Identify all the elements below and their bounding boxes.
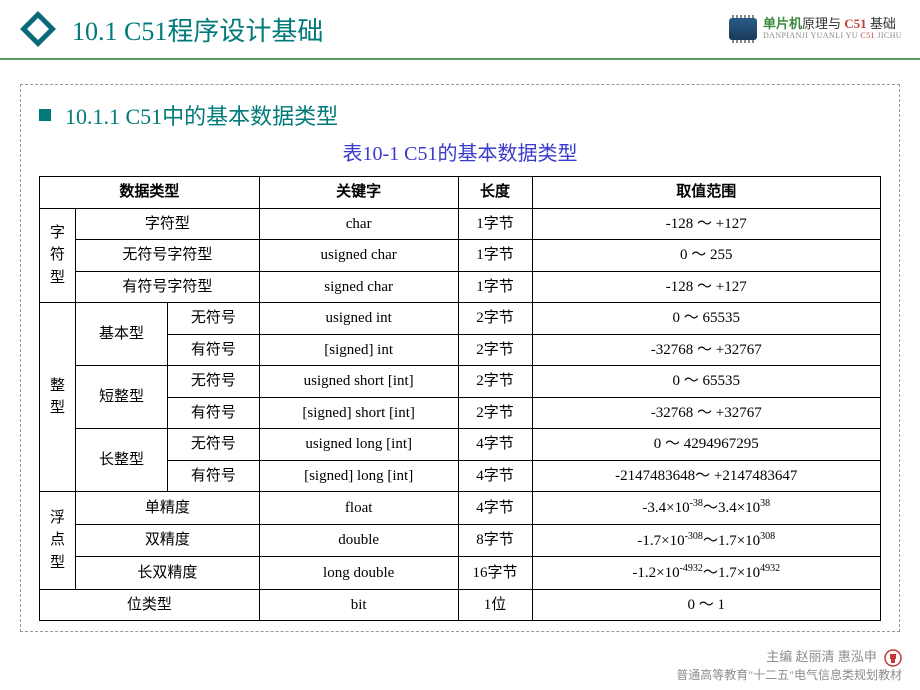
keyword-cell: usigned long [int] <box>259 429 458 461</box>
table-row: 位类型bit1位0 ～ 1 <box>40 589 881 621</box>
length-cell: 16字节 <box>458 557 532 590</box>
length-cell: 2字节 <box>458 366 532 398</box>
range-cell: -32768 ～ +32767 <box>532 397 880 429</box>
table-caption: 表10-1 C51的基本数据类型 <box>39 137 881 166</box>
diamond-logo-icon <box>18 9 58 49</box>
table-row: 字符型字符型char1字节-128 ～ +127 <box>40 208 881 240</box>
group-label: 字符型 <box>40 208 76 303</box>
table-row: 长双精度long double16字节-1.2×10-4932～1.7×1049… <box>40 557 881 590</box>
length-cell: 1字节 <box>458 208 532 240</box>
type-label: 字符型 <box>76 208 260 240</box>
type-label: 无符号字符型 <box>76 240 260 272</box>
keyword-cell: float <box>259 492 458 525</box>
keyword-cell: [signed] short [int] <box>259 397 458 429</box>
page-header: 10.1 C51程序设计基础 单片机原理与 C51 基础 DANPIANJI Y… <box>0 0 920 60</box>
brand-sub-a: DANPIANJI YUANLI YU <box>763 31 860 40</box>
subgroup-label: 长整型 <box>76 429 168 492</box>
table-row: 浮点型单精度float4字节-3.4×10-38～3.4×1038 <box>40 492 881 525</box>
brand-block: 单片机原理与 C51 基础 DANPIANJI YUANLI YU C51 JI… <box>729 17 902 40</box>
sign-label: 有符号 <box>167 334 259 366</box>
content-frame: 10.1.1 C51中的基本数据类型 表10-1 C51的基本数据类型 数据类型… <box>20 84 900 632</box>
keyword-cell: long double <box>259 557 458 590</box>
sign-label: 有符号 <box>167 460 259 492</box>
th-datatype: 数据类型 <box>40 177 260 209</box>
keyword-cell: double <box>259 524 458 557</box>
group-label: 浮点型 <box>40 492 76 590</box>
keyword-cell: usigned short [int] <box>259 366 458 398</box>
brand-sub-c: JICHU <box>875 31 902 40</box>
type-label: 有符号字符型 <box>76 271 260 303</box>
keyword-cell: signed char <box>259 271 458 303</box>
keyword-cell: char <box>259 208 458 240</box>
keyword-cell: [signed] int <box>259 334 458 366</box>
keyword-cell: usigned int <box>259 303 458 335</box>
brand-main-b: 原理与 <box>802 16 841 31</box>
type-label: 位类型 <box>40 589 260 621</box>
type-label: 双精度 <box>76 524 260 557</box>
footer-badge-icon <box>884 649 902 667</box>
length-cell: 4字节 <box>458 429 532 461</box>
range-cell: -1.7×10-308～1.7×10308 <box>532 524 880 557</box>
table-body: 字符型字符型char1字节-128 ～ +127无符号字符型usigned ch… <box>40 208 881 621</box>
sign-label: 无符号 <box>167 366 259 398</box>
range-cell: -32768 ～ +32767 <box>532 334 880 366</box>
length-cell: 1字节 <box>458 240 532 272</box>
range-cell: -128 ～ +127 <box>532 271 880 303</box>
range-cell: -2147483648～ +2147483647 <box>532 460 880 492</box>
range-cell: -128 ～ +127 <box>532 208 880 240</box>
subgroup-label: 短整型 <box>76 366 168 429</box>
sign-label: 无符号 <box>167 429 259 461</box>
brand-main-d: 基础 <box>870 16 896 31</box>
page-title: 10.1 C51程序设计基础 <box>72 11 729 48</box>
chip-icon <box>729 18 757 40</box>
length-cell: 1位 <box>458 589 532 621</box>
brand-text: 单片机原理与 C51 基础 DANPIANJI YUANLI YU C51 JI… <box>763 17 902 40</box>
table-row: 长整型无符号usigned long [int]4字节0 ～ 429496729… <box>40 429 881 461</box>
range-cell: 0 ～ 1 <box>532 589 880 621</box>
table-header-row: 数据类型 关键字 长度 取值范围 <box>40 177 881 209</box>
footer-authors: 主编 赵丽清 惠泓申 <box>766 649 877 664</box>
length-cell: 4字节 <box>458 492 532 525</box>
range-cell: 0 ～ 4294967295 <box>532 429 880 461</box>
length-cell: 2字节 <box>458 303 532 335</box>
keyword-cell: usigned char <box>259 240 458 272</box>
keyword-cell: bit <box>259 589 458 621</box>
range-cell: -1.2×10-4932～1.7×104932 <box>532 557 880 590</box>
range-cell: 0 ～ 65535 <box>532 303 880 335</box>
type-label: 单精度 <box>76 492 260 525</box>
length-cell: 4字节 <box>458 460 532 492</box>
range-cell: 0 ～ 65535 <box>532 366 880 398</box>
footer-series: 普通高等教育"十二五"电气信息类规划教材 <box>676 667 902 684</box>
length-cell: 1字节 <box>458 271 532 303</box>
brand-main-a: 单片机 <box>763 16 802 31</box>
th-range: 取值范围 <box>532 177 880 209</box>
th-keyword: 关键字 <box>259 177 458 209</box>
th-length: 长度 <box>458 177 532 209</box>
section-title: 10.1.1 C51中的基本数据类型 <box>65 99 338 131</box>
type-label: 长双精度 <box>76 557 260 590</box>
brand-main-c51: C51 <box>844 16 866 31</box>
bullet-square-icon <box>39 109 51 121</box>
table-row: 有符号字符型signed char1字节-128 ～ +127 <box>40 271 881 303</box>
subgroup-label: 基本型 <box>76 303 168 366</box>
keyword-cell: [signed] long [int] <box>259 460 458 492</box>
table-row: 无符号字符型usigned char1字节0 ～ 255 <box>40 240 881 272</box>
data-types-table: 数据类型 关键字 长度 取值范围 字符型字符型char1字节-128 ～ +12… <box>39 176 881 621</box>
section-heading: 10.1.1 C51中的基本数据类型 <box>39 99 881 131</box>
footer: 主编 赵丽清 惠泓申 普通高等教育"十二五"电气信息类规划教材 <box>676 648 902 684</box>
table-row: 短整型无符号usigned short [int]2字节0 ～ 65535 <box>40 366 881 398</box>
range-cell: -3.4×10-38～3.4×1038 <box>532 492 880 525</box>
sign-label: 有符号 <box>167 397 259 429</box>
length-cell: 2字节 <box>458 334 532 366</box>
length-cell: 8字节 <box>458 524 532 557</box>
table-row: 整型基本型无符号usigned int2字节0 ～ 65535 <box>40 303 881 335</box>
table-row: 双精度double8字节-1.7×10-308～1.7×10308 <box>40 524 881 557</box>
group-label: 整型 <box>40 303 76 492</box>
range-cell: 0 ～ 255 <box>532 240 880 272</box>
brand-sub-c51: C51 <box>860 31 875 40</box>
sign-label: 无符号 <box>167 303 259 335</box>
length-cell: 2字节 <box>458 397 532 429</box>
